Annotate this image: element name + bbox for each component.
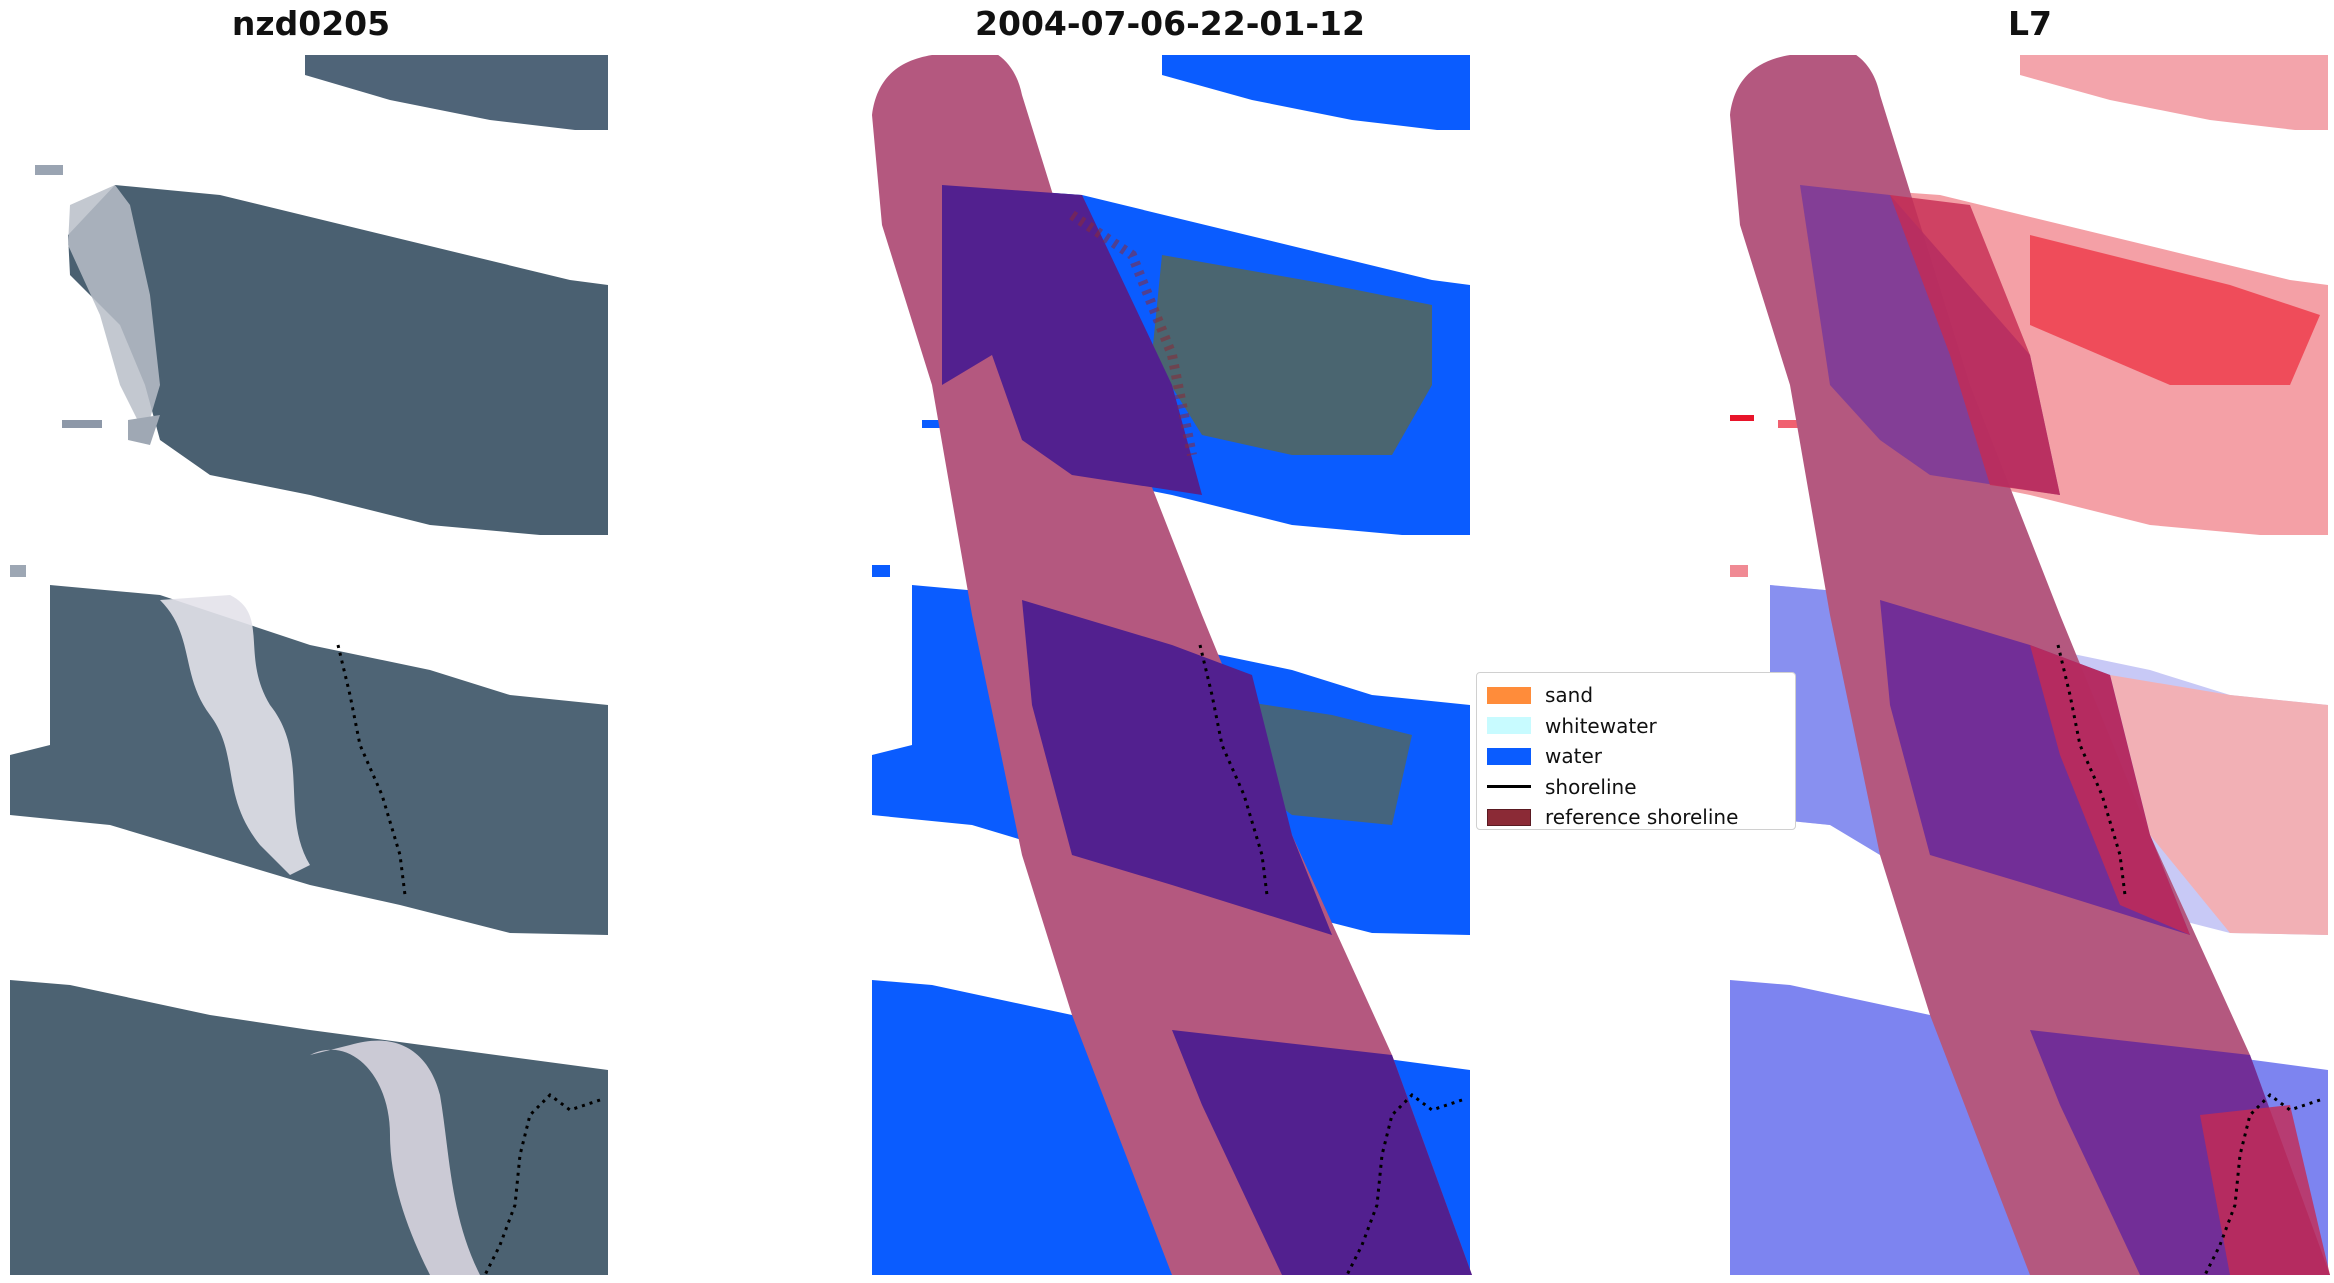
legend-item-sand: sand	[1487, 680, 1785, 711]
panel-title-index: L7	[2008, 4, 2052, 43]
legend-item-whitewater: whitewater	[1487, 711, 1785, 742]
rgb-image-panel	[10, 55, 618, 1275]
legend: sand whitewater water shoreline referenc…	[1476, 672, 1796, 830]
legend-swatch-whitewater	[1487, 717, 1531, 735]
legend-item-reference-shoreline: reference shoreline	[1487, 802, 1785, 830]
legend-label-shoreline: shoreline	[1545, 774, 1637, 799]
index-image	[1730, 55, 2330, 1275]
legend-swatch-shoreline	[1487, 785, 1531, 789]
panel-title-image: nzd0205	[231, 4, 391, 43]
classification-panel	[872, 55, 1480, 1275]
legend-label-whitewater: whitewater	[1545, 713, 1657, 738]
legend-swatch-water	[1487, 747, 1531, 765]
index-panel	[1730, 55, 2334, 1275]
legend-label-sand: sand	[1545, 683, 1594, 708]
rgb-image	[10, 55, 608, 1275]
legend-label-water: water	[1545, 744, 1602, 769]
panel-title-classification: 2004-07-06-22-01-12	[975, 4, 1365, 43]
legend-swatch-reference-shoreline	[1487, 808, 1531, 826]
legend-item-water: water	[1487, 741, 1785, 772]
legend-label-reference-shoreline: reference shoreline	[1545, 805, 1739, 830]
classification-image	[872, 55, 1472, 1275]
legend-item-shoreline: shoreline	[1487, 772, 1785, 803]
legend-swatch-sand	[1487, 686, 1531, 704]
